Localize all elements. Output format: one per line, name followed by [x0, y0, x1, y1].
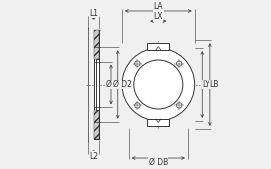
Bar	[147, 43, 169, 50]
Circle shape	[176, 103, 182, 108]
Circle shape	[135, 61, 140, 66]
Bar	[96, 59, 99, 110]
Circle shape	[122, 48, 195, 121]
Circle shape	[134, 60, 183, 109]
Text: LY: LY	[202, 80, 210, 89]
Circle shape	[176, 61, 182, 66]
Text: LB: LB	[209, 80, 219, 89]
Text: L2: L2	[89, 152, 98, 161]
Bar	[147, 119, 169, 126]
Text: LA: LA	[153, 2, 163, 11]
Bar	[94, 110, 99, 139]
Text: Ø D1: Ø D1	[106, 80, 125, 89]
Circle shape	[135, 103, 140, 108]
Bar	[94, 30, 99, 139]
Text: LX: LX	[154, 12, 163, 21]
Text: Ø DB: Ø DB	[149, 158, 168, 167]
Text: L1: L1	[89, 9, 98, 18]
Bar	[94, 30, 99, 59]
Text: Ø D2: Ø D2	[113, 80, 132, 89]
